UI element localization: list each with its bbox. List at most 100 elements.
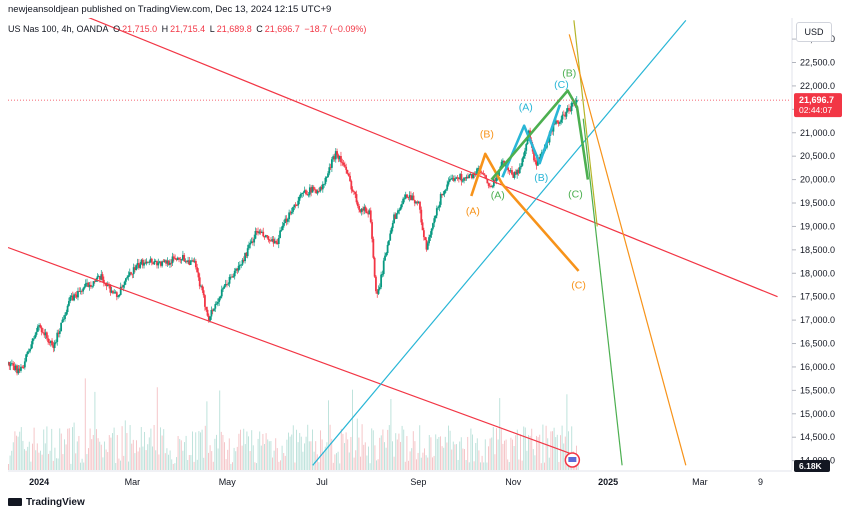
candle-body	[356, 202, 359, 207]
candle-body	[557, 121, 560, 124]
candle-body	[101, 274, 104, 280]
candle-body	[373, 257, 376, 277]
y-tick-label: 16,500.0	[800, 339, 835, 349]
volume-bar	[91, 439, 93, 470]
volume-bar	[470, 428, 472, 470]
candle-body	[375, 276, 377, 292]
volume-bar	[193, 461, 195, 470]
candle-body	[172, 256, 175, 259]
volume-bar	[158, 454, 160, 470]
candle-body	[321, 184, 324, 190]
candle-body	[457, 177, 460, 180]
volume-bar	[129, 425, 131, 470]
candle-body	[403, 198, 406, 200]
candle-body	[170, 262, 173, 264]
volume-bar	[33, 427, 35, 470]
volume-bar	[404, 461, 406, 470]
trend-line-red	[8, 246, 578, 457]
candle-body	[197, 272, 200, 278]
candle-body	[479, 170, 482, 173]
volume-bar	[105, 449, 107, 470]
volume-bar	[185, 435, 187, 470]
candle-body	[21, 366, 24, 368]
candle-body	[42, 332, 44, 333]
candle-body	[136, 263, 139, 266]
candle-body	[540, 152, 543, 154]
candle-body	[16, 365, 18, 374]
candle-body	[336, 151, 338, 155]
volume-bar	[145, 450, 147, 470]
candle-body	[191, 260, 193, 262]
y-tick-label: 22,500.0	[800, 57, 835, 67]
candle-body	[346, 169, 349, 174]
candle-body	[144, 262, 147, 264]
volume-bar	[43, 429, 45, 470]
volume-bar	[465, 460, 467, 470]
volume-bar	[339, 463, 341, 470]
volume-bar	[248, 436, 249, 470]
volume-bar	[441, 446, 443, 470]
volume-bar	[449, 430, 451, 470]
candle-body	[386, 244, 389, 254]
candle-body	[298, 196, 301, 201]
volume-bar	[502, 443, 504, 470]
candle-body	[88, 284, 91, 287]
volume-bar	[112, 433, 113, 470]
volume-bar	[192, 431, 193, 470]
candle-body	[126, 277, 129, 279]
candle-body	[407, 197, 410, 198]
candle-body	[351, 189, 354, 192]
candle-body	[481, 172, 484, 174]
candle-body	[451, 177, 454, 179]
candle-body	[61, 319, 64, 323]
volume-bar	[310, 441, 312, 470]
volume-bar	[12, 442, 14, 470]
candle-body	[438, 204, 441, 208]
volume-bar	[371, 428, 373, 470]
candle-body	[508, 170, 511, 172]
candle-body	[328, 167, 331, 174]
volume-bar	[204, 425, 206, 470]
symbol-name[interactable]: US Nas 100, 4h, OANDA	[8, 24, 109, 34]
volume-bar	[500, 428, 502, 470]
candle-body	[426, 243, 429, 250]
y-tick-label: 19,500.0	[800, 198, 835, 208]
volume-bar	[124, 420, 126, 470]
candle-body	[135, 265, 138, 271]
y-tick-label: 20,000.0	[800, 175, 835, 185]
candle-body	[130, 272, 132, 274]
volume-bar	[283, 453, 285, 470]
candle-body	[340, 156, 342, 163]
currency-button[interactable]: USD	[796, 22, 832, 42]
candle-body	[419, 201, 421, 210]
candle-body	[99, 276, 101, 280]
candle-body	[163, 260, 166, 262]
volume-bar	[472, 434, 473, 470]
candle-body	[119, 286, 122, 295]
volume-bar	[448, 425, 449, 470]
candle-body	[330, 159, 333, 168]
candle-body	[149, 258, 152, 262]
tradingview-brand[interactable]: TradingView	[8, 497, 85, 508]
candle-body	[429, 234, 432, 238]
candle-body	[91, 285, 94, 287]
volume-bar	[388, 425, 390, 470]
candle-body	[200, 285, 202, 287]
volume-bar	[539, 434, 541, 470]
candle-body	[382, 260, 385, 275]
volume-bar	[35, 450, 37, 470]
volume-bar	[180, 440, 182, 470]
volume-bar	[123, 455, 125, 470]
volume-bar	[513, 445, 515, 470]
volume-bar	[364, 442, 366, 470]
volume-bar	[224, 442, 225, 470]
volume-bar	[89, 428, 91, 470]
volume-bar	[212, 461, 214, 470]
candle-body	[333, 156, 336, 160]
candle-body	[192, 260, 195, 262]
x-tick-label: Mar	[125, 477, 141, 487]
volume-bar	[408, 460, 409, 470]
candle-body	[109, 285, 112, 293]
volume-bar	[484, 439, 486, 470]
